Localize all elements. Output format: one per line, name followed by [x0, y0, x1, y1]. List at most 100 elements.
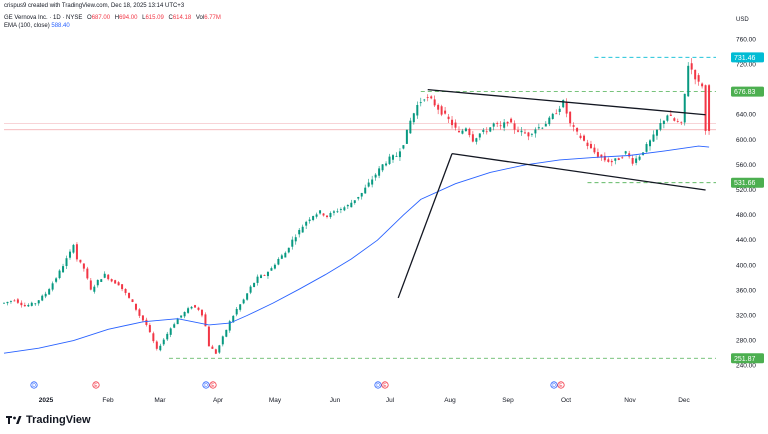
candle[interactable]	[517, 126, 520, 133]
lower-channel-trendline[interactable]	[451, 152, 706, 191]
candle[interactable]	[510, 117, 513, 123]
candle[interactable]	[16, 297, 19, 305]
candle[interactable]	[128, 292, 131, 299]
upper-channel-trendline[interactable]	[427, 88, 706, 116]
candle[interactable]	[586, 139, 589, 150]
candle[interactable]	[624, 150, 627, 155]
candle[interactable]	[520, 126, 523, 136]
candle[interactable]	[107, 273, 110, 281]
candle[interactable]	[235, 306, 238, 317]
candle[interactable]	[649, 139, 652, 151]
candle[interactable]	[273, 263, 276, 270]
candle[interactable]	[635, 155, 638, 166]
earnings-event-icon[interactable]: E	[209, 381, 217, 389]
candle[interactable]	[270, 266, 273, 271]
candle[interactable]	[596, 148, 599, 159]
earnings-event-icon[interactable]: E	[557, 381, 565, 389]
candle[interactable]	[687, 62, 690, 97]
candle[interactable]	[541, 127, 544, 130]
candle[interactable]	[62, 263, 65, 273]
candle[interactable]	[194, 304, 197, 308]
candle[interactable]	[426, 94, 429, 102]
candle[interactable]	[617, 157, 620, 161]
candle[interactable]	[398, 148, 401, 161]
candle[interactable]	[124, 288, 127, 296]
candle[interactable]	[110, 278, 113, 283]
candle[interactable]	[13, 299, 16, 302]
candle[interactable]	[551, 112, 554, 120]
candle[interactable]	[23, 302, 26, 307]
candle[interactable]	[246, 293, 249, 301]
candle[interactable]	[159, 343, 162, 352]
candle[interactable]	[499, 121, 502, 130]
candle[interactable]	[249, 285, 252, 295]
candle[interactable]	[409, 117, 412, 134]
candle[interactable]	[513, 120, 516, 134]
candle[interactable]	[534, 127, 537, 138]
candle[interactable]	[148, 323, 151, 334]
candle[interactable]	[30, 301, 33, 307]
candle[interactable]	[503, 118, 506, 132]
candle[interactable]	[207, 325, 210, 347]
candle[interactable]	[332, 210, 335, 216]
candle[interactable]	[253, 282, 256, 288]
candle[interactable]	[378, 166, 381, 179]
candle[interactable]	[489, 127, 492, 133]
candle[interactable]	[44, 291, 47, 299]
earnings-event-icon[interactable]: E	[381, 381, 389, 389]
candle[interactable]	[451, 115, 454, 129]
candle[interactable]	[277, 257, 280, 266]
candle[interactable]	[430, 95, 433, 100]
candle[interactable]	[155, 340, 158, 351]
candle[interactable]	[496, 121, 499, 128]
candle[interactable]	[343, 205, 346, 212]
candle[interactable]	[697, 73, 700, 86]
candle[interactable]	[610, 158, 613, 167]
candle[interactable]	[221, 335, 224, 347]
candle[interactable]	[690, 58, 693, 75]
candle[interactable]	[673, 117, 676, 122]
candle[interactable]	[114, 279, 117, 284]
candle[interactable]	[93, 284, 96, 294]
candle[interactable]	[666, 114, 669, 123]
candle[interactable]	[190, 306, 193, 310]
candle[interactable]	[287, 247, 290, 254]
candle[interactable]	[544, 121, 547, 127]
candle[interactable]	[6, 301, 9, 306]
candle[interactable]	[416, 101, 419, 119]
candle[interactable]	[583, 134, 586, 142]
candle[interactable]	[152, 331, 155, 344]
candle[interactable]	[638, 154, 641, 161]
dividend-event-icon[interactable]: D	[202, 381, 210, 389]
candle[interactable]	[9, 300, 12, 304]
candle[interactable]	[464, 127, 467, 132]
candle[interactable]	[138, 308, 141, 319]
candle[interactable]	[364, 184, 367, 194]
candle[interactable]	[482, 128, 485, 135]
candle[interactable]	[523, 129, 526, 134]
candle[interactable]	[600, 154, 603, 161]
candle[interactable]	[562, 99, 565, 109]
candle[interactable]	[631, 154, 634, 166]
candle[interactable]	[461, 128, 464, 135]
candle[interactable]	[405, 129, 408, 145]
candle[interactable]	[444, 106, 447, 115]
candle[interactable]	[548, 115, 551, 127]
candle[interactable]	[79, 259, 82, 264]
candle[interactable]	[58, 269, 61, 280]
candle[interactable]	[256, 274, 259, 286]
candle[interactable]	[51, 281, 54, 292]
candle[interactable]	[173, 322, 176, 329]
candle[interactable]	[423, 98, 426, 102]
candle[interactable]	[326, 215, 329, 219]
candle[interactable]	[402, 145, 405, 150]
candle[interactable]	[357, 196, 360, 201]
candle[interactable]	[117, 281, 120, 286]
candle[interactable]	[419, 97, 422, 107]
candle[interactable]	[187, 306, 190, 314]
candle[interactable]	[478, 133, 481, 141]
candle[interactable]	[694, 69, 697, 85]
candle[interactable]	[211, 344, 214, 349]
candle[interactable]	[645, 142, 648, 153]
candle[interactable]	[37, 300, 40, 306]
